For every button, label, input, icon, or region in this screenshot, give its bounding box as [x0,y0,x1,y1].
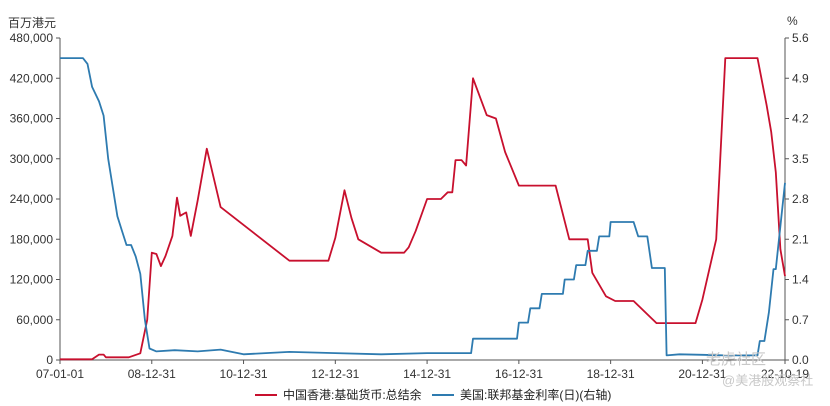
right-tick-label: 5.6 [792,31,809,45]
left-axis-unit: 百万港元 [8,16,57,30]
x-tick-label: 18-12-31 [587,367,635,381]
x-tick-label: 14-12-31 [403,367,451,381]
left-tick-label: 480,000 [10,31,54,45]
series-line-hk-base-money [60,57,786,361]
legend-label-fed-funds-rate: 美国:联邦基金利率(日)(右轴) [460,388,612,402]
right-tick-label: 0.0 [792,353,809,367]
chart-legend: 中国香港:基础货币:总结余 美国:联邦基金利率(日)(右轴) [0,386,830,404]
legend-swatch-hk-base-money [255,393,277,396]
right-tick-label: 3.5 [792,152,809,166]
right-tick-label: 0.7 [792,313,809,327]
left-tick-label: 240,000 [10,192,54,206]
legend-item-fed-funds-rate: 美国:联邦基金利率(日)(右轴) [432,386,611,403]
left-tick-label: 180,000 [10,232,54,246]
right-axis-unit: % [787,14,798,28]
left-tick-label: 0 [46,353,53,367]
x-tick-label: 16-12-31 [495,367,543,381]
legend-swatch-fed-funds-rate [432,393,454,396]
right-tick-label: 4.9 [792,71,809,85]
left-tick-label: 60,000 [16,313,53,327]
left-tick-label: 300,000 [10,152,54,166]
x-tick-label: 08-12-31 [128,367,176,381]
legend-item-hk-base-money: 中国香港:基础货币:总结余 [255,386,422,403]
series-line-fed-funds-rate [60,57,786,357]
right-tick-label: 1.4 [792,273,809,287]
left-tick-label: 120,000 [10,273,54,287]
watermark-community: 老虎社区 [706,351,767,368]
right-tick-label: 4.2 [792,112,809,126]
x-tick-label: 10-12-31 [220,367,268,381]
x-tick-label: 12-12-31 [311,367,359,381]
left-tick-label: 420,000 [10,71,54,85]
right-tick-label: 2.1 [792,232,809,246]
left-tick-label: 360,000 [10,112,54,126]
x-tick-label: 22-10-19 [761,367,809,381]
x-tick-label: 07-01-01 [36,367,84,381]
watermark-author: @美港股观察社 [722,373,814,388]
right-tick-label: 2.8 [792,192,809,206]
legend-label-hk-base-money: 中国香港:基础货币:总结余 [283,388,422,402]
x-tick-label: 20-12-31 [678,367,726,381]
